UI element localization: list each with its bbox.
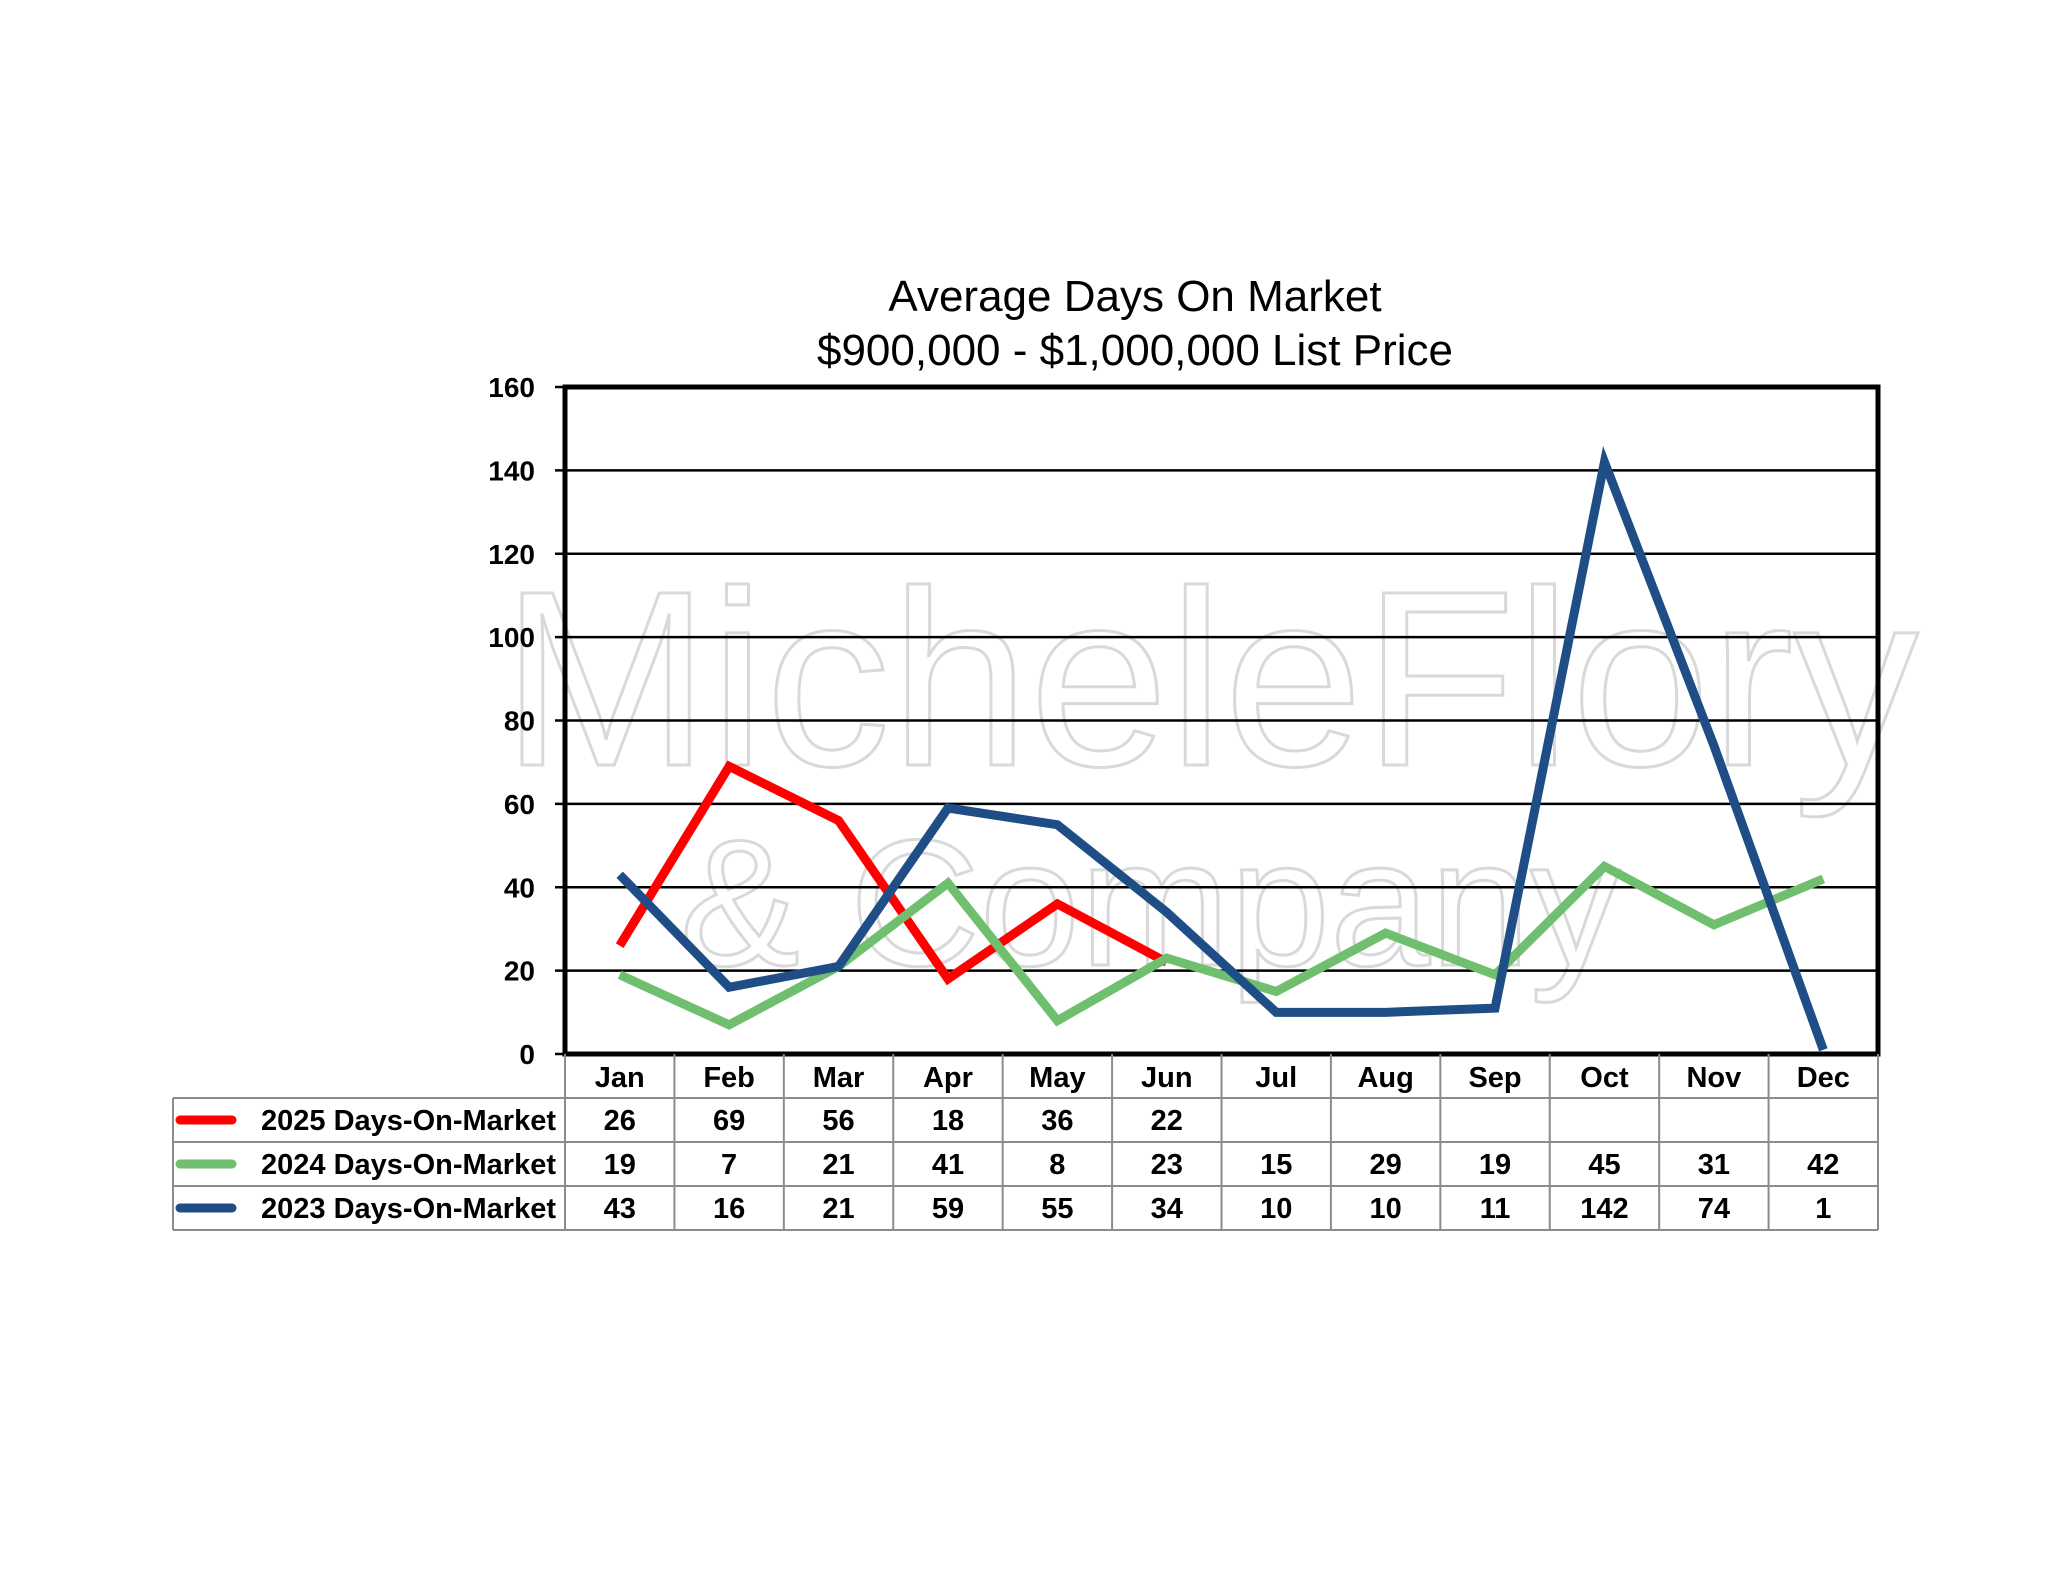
y-tick-label: 20 [504,956,535,987]
data-cell: 19 [1479,1149,1511,1181]
data-cell: 8 [1049,1149,1065,1181]
data-cell: 15 [1260,1149,1292,1181]
data-cell: 26 [604,1105,636,1137]
data-cell: 19 [604,1149,636,1181]
data-cell: 29 [1369,1149,1401,1181]
x-tick-label: Aug [1357,1062,1413,1094]
x-tick-label: Jun [1141,1062,1193,1094]
y-tick-label: 140 [488,455,535,486]
data-cell: 59 [932,1193,964,1225]
y-tick-label: 40 [504,872,535,903]
data-cell: 21 [822,1149,854,1181]
gridlines [565,469,1878,972]
y-tick-label: 120 [488,539,535,570]
x-tick-label: Nov [1686,1062,1741,1094]
data-cell: 10 [1369,1193,1401,1225]
data-cell: 69 [713,1105,745,1137]
data-cell: 23 [1151,1149,1183,1181]
data-cell: 10 [1260,1193,1292,1225]
data-cell: 56 [822,1105,854,1137]
x-tick-label: Dec [1797,1062,1850,1094]
legend-label: 2023 Days-On-Market [261,1193,556,1225]
x-tick-label: Feb [703,1062,755,1094]
data-cell: 74 [1698,1193,1730,1225]
legend-label: 2025 Days-On-Market [261,1105,556,1137]
data-cell: 31 [1698,1149,1730,1181]
y-axis-ticks: 0 20 40 60 80 100 120 140 160 [488,372,565,1070]
chart-subtitle: $900,000 - $1,000,000 List Price [817,326,1453,375]
data-cell: 34 [1151,1193,1183,1225]
y-tick-label: 60 [504,789,535,820]
x-tick-label: Jan [595,1062,645,1094]
data-cell: 142 [1580,1193,1628,1225]
data-cell: 21 [822,1193,854,1225]
data-cell: 1 [1815,1193,1831,1225]
x-tick-label: Oct [1580,1062,1629,1094]
chart-title: Average Days On Market [888,272,1381,321]
data-cell: 42 [1807,1149,1839,1181]
data-cell: 7 [721,1149,737,1181]
series-line-2 [616,445,1828,1052]
data-cell: 22 [1151,1105,1183,1137]
data-cell: 55 [1041,1193,1073,1225]
data-cell: 45 [1588,1149,1620,1181]
x-tick-label: May [1029,1062,1085,1094]
watermark: MicheleFlory& Company [500,538,1920,1006]
y-tick-label: 160 [488,372,535,403]
x-tick-label: Sep [1468,1062,1521,1094]
data-cell: 16 [713,1193,745,1225]
x-tick-label: Apr [923,1062,973,1094]
data-cell: 43 [604,1193,636,1225]
data-table: Jan Feb Mar Apr May Jun Jul Aug Sep Oct Nov Dec 2025… [172,1054,1879,1231]
series-line-1 [617,860,1826,1030]
data-cell: 41 [932,1149,964,1181]
legend-label: 2024 Days-On-Market [261,1149,556,1181]
data-cell: 18 [932,1105,964,1137]
x-tick-label: Jul [1255,1062,1297,1094]
series-line-0 [615,760,1169,986]
watermark-line-1: MicheleFlory [502,539,1919,818]
data-cell: 11 [1480,1193,1511,1225]
data-cell: 36 [1041,1105,1073,1137]
y-tick-label: 0 [519,1039,535,1070]
x-tick-label: Mar [813,1062,865,1094]
series-lines [615,445,1828,1052]
y-tick-label: 100 [488,622,535,653]
y-tick-label: 80 [504,706,535,737]
